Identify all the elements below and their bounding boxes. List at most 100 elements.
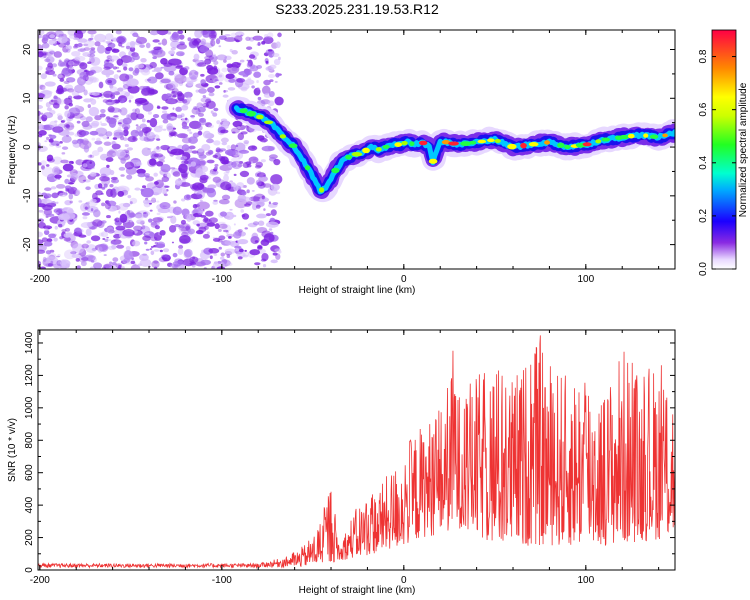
signal-ridge (225, 96, 675, 203)
noise-dot (38, 244, 47, 252)
noise-dot (61, 135, 72, 143)
noise-dot (162, 128, 167, 131)
noise-dot (226, 233, 235, 238)
ridge-hotspot (239, 108, 248, 114)
noise-dot (116, 244, 125, 249)
noise-dot (178, 244, 184, 250)
noise-dot (49, 34, 56, 39)
noise-dot (196, 189, 205, 200)
noise-dot (41, 42, 50, 49)
noise-dot (237, 229, 243, 233)
noise-dot (273, 58, 281, 66)
noise-dot (65, 124, 70, 128)
noise-dot (244, 203, 251, 207)
noise-dot (120, 174, 125, 177)
noise-dot (71, 50, 81, 57)
noise-dot (122, 228, 135, 237)
noise-dot (54, 174, 62, 179)
noise-dot (179, 34, 185, 40)
noise-dot (38, 203, 47, 208)
noise-dot (100, 231, 109, 238)
noise-dot (216, 54, 228, 61)
noise-dot (208, 217, 218, 224)
noise-dot (79, 71, 87, 80)
noise-dot (145, 42, 151, 49)
noise-dot (171, 90, 175, 94)
noise-dot (191, 107, 201, 115)
noise-dot (249, 65, 259, 72)
noise-dot (134, 108, 141, 115)
noise-dot (46, 238, 53, 243)
noise-dot (130, 264, 141, 269)
ridge-hotspot (448, 141, 459, 146)
ridge-hotspot (477, 139, 487, 144)
noise-dot (38, 110, 41, 117)
noise-dot (131, 257, 134, 260)
noise-dot (217, 228, 222, 232)
y-tick-label: 0 (22, 144, 33, 150)
noise-dot (254, 240, 259, 243)
noise-dot (263, 208, 266, 211)
noise-dot (113, 74, 119, 80)
noise-dot (147, 218, 153, 223)
noise-dot (267, 32, 274, 39)
noise-dot (198, 154, 207, 159)
noise-dot (153, 153, 164, 158)
noise-dot (249, 196, 261, 202)
noise-dot (102, 266, 107, 269)
noise-dot (125, 95, 134, 100)
noise-dot (106, 236, 109, 239)
noise-dot (156, 138, 161, 141)
figure-title: S233.2025.231.19.53.R12 (275, 1, 439, 17)
noise-dot (52, 156, 63, 165)
noise-dot (231, 131, 236, 134)
noise-dot (205, 122, 212, 128)
ridge-hotspot (345, 154, 353, 160)
noise-dot (136, 113, 145, 120)
ridge-hotspot (418, 140, 428, 146)
noise-dot (174, 224, 181, 228)
noise-dot (239, 59, 245, 63)
noise-dot (198, 148, 204, 153)
noise-dot (189, 131, 193, 135)
ridge-hotspot (362, 147, 370, 154)
noise-dot (60, 120, 65, 123)
noise-dot (144, 241, 148, 245)
noise-dot (171, 241, 175, 244)
noise-dot (152, 39, 160, 43)
y-tick-label: 800 (24, 431, 35, 448)
ridge-hotspot (288, 143, 298, 148)
noise-dot (83, 254, 96, 262)
noise-dot (205, 49, 214, 58)
noise-dot (117, 190, 125, 197)
noise-dot (214, 223, 220, 230)
noise-dot (123, 250, 133, 261)
noise-dot (257, 220, 265, 226)
noise-dot (68, 182, 74, 185)
noise-dot (158, 124, 164, 129)
noise-dot (160, 144, 170, 151)
noise-dot (191, 263, 196, 268)
noise-dot (50, 260, 53, 264)
noise-dot (199, 117, 206, 123)
noise-dot (52, 73, 57, 77)
noise-dot (268, 201, 271, 205)
noise-dot (194, 189, 203, 195)
x-tick-label: 100 (577, 274, 594, 285)
noise-dot (153, 125, 163, 133)
noise-dot (160, 77, 172, 84)
noise-dot (172, 252, 178, 258)
noise-dot (209, 40, 214, 44)
snr-frame (37, 329, 676, 571)
noise-dot (209, 171, 218, 176)
noise-dot (38, 222, 46, 229)
noise-dot (209, 78, 212, 81)
noise-dot (275, 41, 281, 49)
noise-dot (183, 103, 189, 108)
noise-dot (108, 118, 117, 128)
y-tick-label: -20 (22, 237, 33, 252)
noise-dot (197, 112, 204, 117)
noise-dot (199, 45, 209, 53)
noise-dot (231, 160, 242, 170)
noise-dot (236, 251, 246, 258)
